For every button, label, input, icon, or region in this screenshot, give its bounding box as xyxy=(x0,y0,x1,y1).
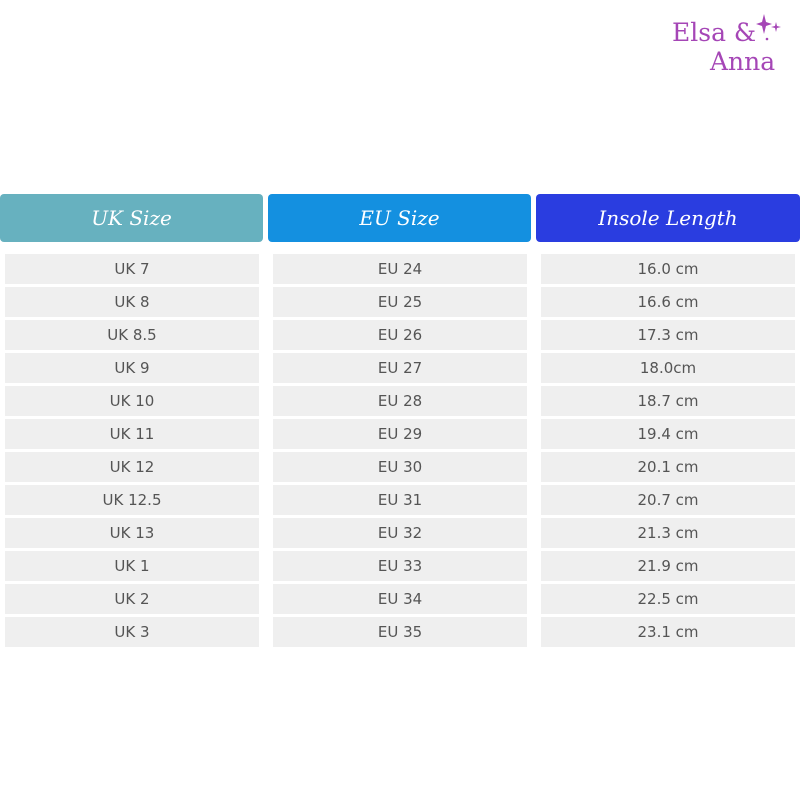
brand-line-2: Anna xyxy=(710,47,776,76)
table-cell: EU 26 xyxy=(273,320,527,350)
table-cell: EU 33 xyxy=(273,551,527,581)
table-cell: UK 12.5 xyxy=(5,485,259,515)
table-cell: 16.6 cm xyxy=(541,287,795,317)
table-cell: EU 30 xyxy=(273,452,527,482)
table-cell: EU 34 xyxy=(273,584,527,614)
table-cell: 18.7 cm xyxy=(541,386,795,416)
table-cell: 16.0 cm xyxy=(541,254,795,284)
table-cell: UK 8 xyxy=(5,287,259,317)
table-cell: 21.3 cm xyxy=(541,518,795,548)
table-cell: UK 2 xyxy=(5,584,259,614)
table-cell: 20.1 cm xyxy=(541,452,795,482)
table-cell: UK 10 xyxy=(5,386,259,416)
table-cell: 23.1 cm xyxy=(541,617,795,647)
eu-size-column: EU 24 EU 25 EU 26 EU 27 EU 28 EU 29 EU 30 EU 31… xyxy=(273,254,527,650)
table-cell: UK 9 xyxy=(5,353,259,383)
table-cell: UK 3 xyxy=(5,617,259,647)
header-insole-length: Insole Length xyxy=(536,194,800,242)
table-cell: EU 27 xyxy=(273,353,527,383)
table-cell: EU 35 xyxy=(273,617,527,647)
table-cell: UK 1 xyxy=(5,551,259,581)
table-cell: 18.0cm xyxy=(541,353,795,383)
table-cell: EU 31 xyxy=(273,485,527,515)
insole-length-column: 16.0 cm 16.6 cm 17.3 cm 18.0cm 18.7 cm 19.4 c… xyxy=(541,254,795,650)
table-cell: EU 28 xyxy=(273,386,527,416)
table-cell: 17.3 cm xyxy=(541,320,795,350)
table-cell: UK 12 xyxy=(5,452,259,482)
table-cell: UK 8.5 xyxy=(5,320,259,350)
table-cell: EU 32 xyxy=(273,518,527,548)
header-label: UK Size xyxy=(91,206,172,230)
table-cell: UK 13 xyxy=(5,518,259,548)
table-cell: UK 11 xyxy=(5,419,259,449)
table-cell: 22.5 cm xyxy=(541,584,795,614)
header-label: EU Size xyxy=(359,206,440,230)
table-cell: EU 25 xyxy=(273,287,527,317)
header-uk-size: UK Size xyxy=(0,194,263,242)
brand-line-1: Elsa & xyxy=(672,18,757,47)
table-cell: EU 29 xyxy=(273,419,527,449)
header-label: Insole Length xyxy=(598,206,738,230)
table-cell: UK 7 xyxy=(5,254,259,284)
sparkle-icon xyxy=(756,14,781,41)
uk-size-column: UK 7 UK 8 UK 8.5 UK 9 UK 10 UK 11 UK 12 UK 12.5… xyxy=(5,254,259,650)
table-cell: 21.9 cm xyxy=(541,551,795,581)
header-eu-size: EU Size xyxy=(268,194,531,242)
table-cell: 20.7 cm xyxy=(541,485,795,515)
brand-logo: Elsa & Anna xyxy=(672,14,792,78)
table-cell: EU 24 xyxy=(273,254,527,284)
table-cell: 19.4 cm xyxy=(541,419,795,449)
